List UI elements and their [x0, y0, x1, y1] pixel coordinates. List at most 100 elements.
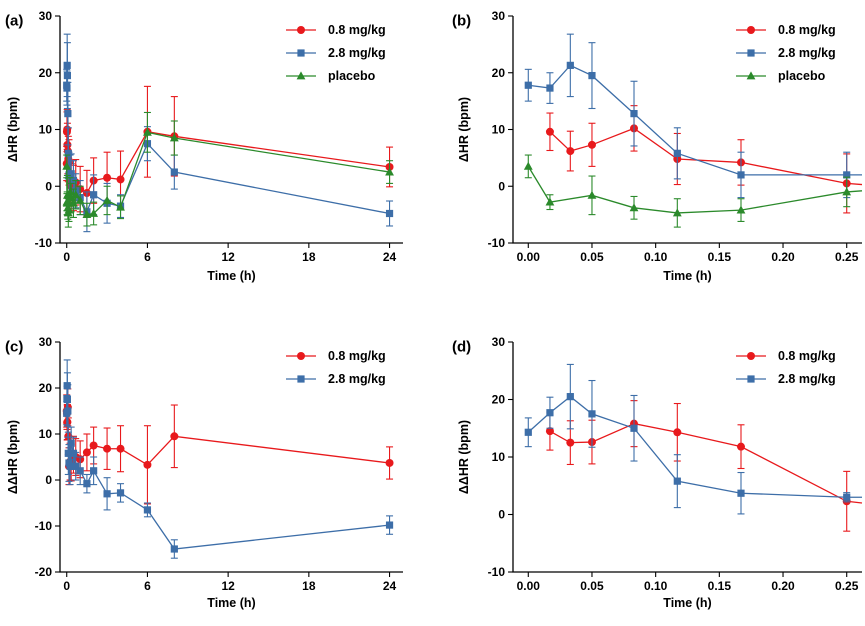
data-point [64, 149, 72, 157]
chart-panel-b: (b) -10 0 10 20 30 0.00 0.05 0.10 0.15 0.20 0.25 Tim… [452, 9, 863, 283]
legend-label: 2.8 mg/kg [328, 46, 386, 60]
data-point [524, 428, 532, 436]
x-tick-label: 0.00 [517, 250, 541, 264]
legend-marker [747, 375, 755, 383]
x-tick-label: 0.25 [835, 579, 859, 593]
data-point [170, 432, 179, 441]
y-axis-label: ΔHR (bpm) [457, 97, 471, 162]
x-tick-label: 0.25 [835, 250, 859, 264]
panel-label: (d) [452, 338, 471, 355]
data-point [545, 427, 554, 436]
panel-label: (c) [5, 338, 23, 355]
series-line [66, 131, 390, 216]
y-tick-label: -20 [35, 565, 53, 579]
series-line [549, 127, 863, 186]
y-axis-label: ΔΔHR (bpm) [457, 420, 471, 494]
data-point [89, 441, 98, 450]
legend-entry: 0.8 mg/kg [736, 349, 836, 363]
chart-panel-c: (c) -20 -10 0 10 20 30 0 6 12 18 24 Time (h) ΔΔHR (bp… [5, 335, 403, 610]
y-tick-label: -10 [488, 565, 506, 579]
data-point [566, 147, 575, 156]
data-point [75, 195, 85, 204]
series-2-8-mg-kg [524, 33, 862, 199]
legend-label: 2.8 mg/kg [778, 46, 836, 60]
data-point [72, 462, 80, 470]
x-tick-label: 6 [144, 250, 151, 264]
series-2-8-mg-kg [63, 33, 394, 233]
data-point [546, 84, 554, 92]
data-point [842, 187, 852, 196]
x-tick-label: 0.05 [580, 579, 604, 593]
data-point [170, 545, 178, 553]
series-line [66, 65, 390, 215]
legend-marker [747, 352, 755, 360]
y-tick-label: 0 [45, 473, 52, 487]
series-placebo [62, 111, 394, 228]
y-axis-label: ΔΔHR (bpm) [6, 420, 20, 494]
legend-marker [747, 26, 755, 34]
data-point [63, 395, 71, 404]
data-point [116, 444, 125, 453]
series-0-8-mg-kg [545, 400, 863, 532]
chart-panel-a: (a) -10 0 10 20 30 0 6 12 18 24 Time (h) ΔHR (bpm) 0.… [5, 9, 403, 283]
data-point [524, 81, 532, 89]
data-point [588, 71, 596, 80]
legend-marker [297, 49, 305, 57]
x-axis-label: Time (h) [663, 269, 711, 283]
legend-label: 2.8 mg/kg [328, 372, 386, 386]
y-tick-label: 20 [39, 381, 53, 395]
y-tick-label: 30 [39, 9, 53, 23]
data-point [143, 460, 152, 469]
y-tick-label: 10 [39, 427, 53, 441]
data-point [843, 493, 851, 501]
data-point [588, 410, 596, 418]
series-2-8-mg-kg [524, 363, 862, 515]
data-point [82, 448, 91, 457]
y-tick-label: 0 [498, 179, 505, 193]
legend-label: placebo [328, 69, 376, 83]
data-point [566, 393, 574, 401]
data-point [566, 61, 574, 69]
x-tick-label: 12 [221, 250, 235, 264]
panel-label: (a) [5, 12, 23, 29]
x-tick-label: 12 [221, 579, 235, 593]
y-tick-label: 0 [498, 508, 505, 522]
data-point [737, 171, 745, 179]
x-tick-label: 0 [63, 579, 70, 593]
y-tick-label: 10 [492, 450, 506, 464]
data-point [545, 197, 555, 206]
y-tick-label: 30 [492, 335, 506, 349]
y-tick-label: 20 [492, 66, 506, 80]
x-axis-label: Time (h) [663, 596, 711, 610]
legend-marker [296, 71, 306, 80]
data-point [82, 210, 92, 219]
series-0-8-mg-kg [62, 85, 394, 217]
x-axis-label: Time (h) [207, 596, 255, 610]
y-tick-label: -10 [35, 236, 53, 250]
data-point [170, 168, 178, 176]
legend-entry: 0.8 mg/kg [286, 349, 386, 363]
data-point [673, 149, 681, 157]
data-point [69, 449, 78, 457]
legend-entry: placebo [736, 69, 826, 83]
data-point [673, 477, 681, 485]
data-point [523, 161, 533, 170]
legend-label: 0.8 mg/kg [778, 349, 836, 363]
data-point [736, 205, 746, 214]
series-line [527, 166, 863, 214]
data-point [65, 187, 75, 196]
y-axis-label: ΔHR (bpm) [6, 97, 20, 162]
legend-marker [297, 26, 305, 34]
data-point [63, 61, 71, 69]
legend-entry: 2.8 mg/kg [736, 372, 836, 386]
x-tick-label: 0 [63, 250, 70, 264]
legend-entry: 2.8 mg/kg [286, 372, 386, 386]
data-point [385, 209, 394, 218]
data-point [89, 208, 99, 217]
data-point [90, 191, 98, 199]
x-tick-label: 0.15 [708, 250, 732, 264]
legend-entry: 0.8 mg/kg [286, 23, 386, 37]
data-point [64, 407, 72, 415]
x-tick-label: 0.10 [644, 250, 668, 264]
